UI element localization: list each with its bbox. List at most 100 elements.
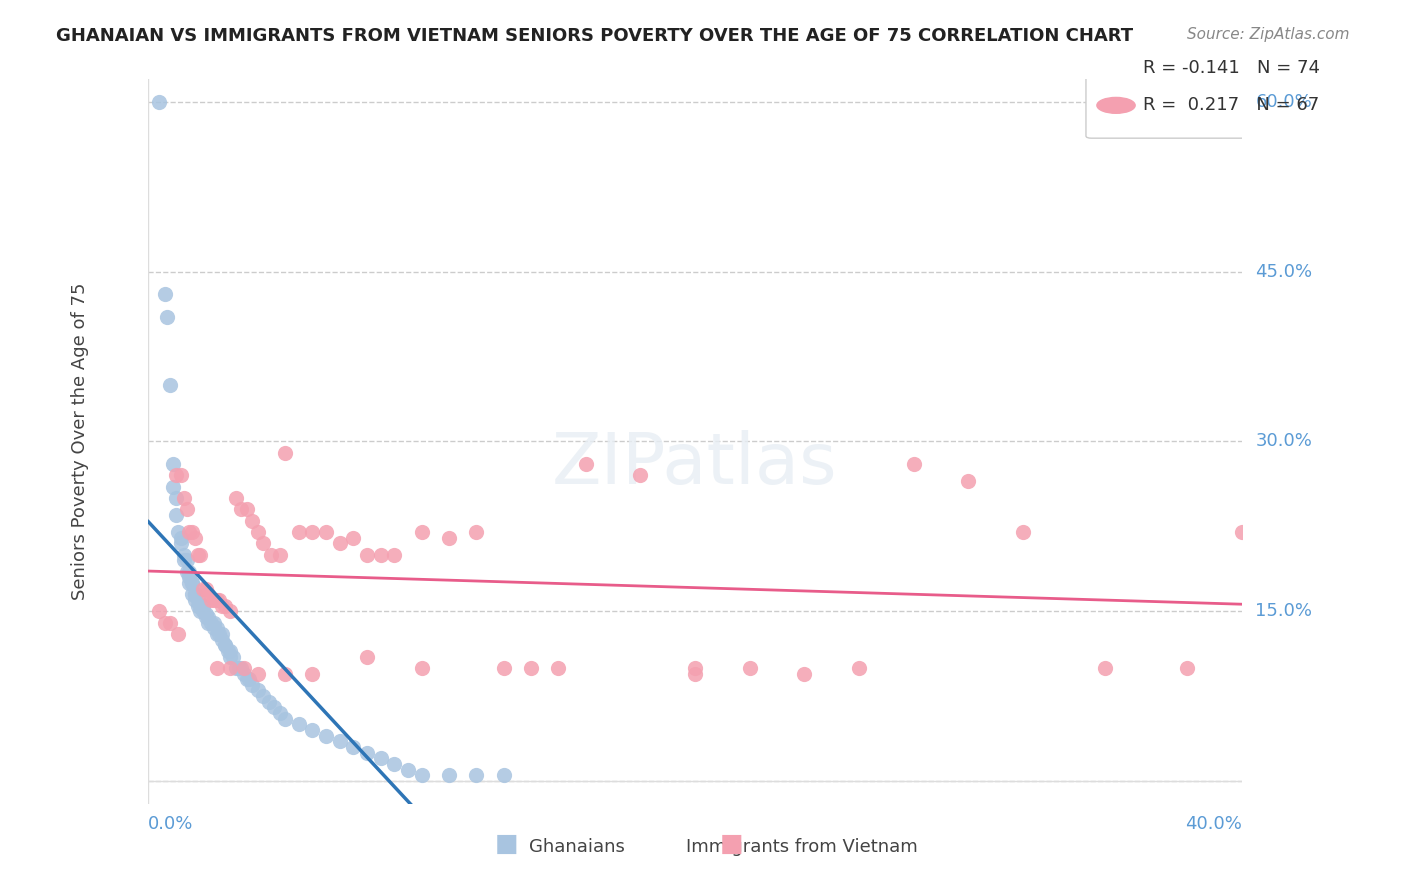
Point bbox=[287, 717, 309, 731]
Circle shape bbox=[1097, 97, 1135, 113]
Point bbox=[211, 599, 233, 613]
Point bbox=[356, 746, 378, 760]
Text: 15.0%: 15.0% bbox=[1256, 602, 1312, 620]
Text: Source: ZipAtlas.com: Source: ZipAtlas.com bbox=[1187, 27, 1350, 42]
Point bbox=[301, 524, 323, 539]
Text: ZIPatlas: ZIPatlas bbox=[553, 430, 838, 499]
Point bbox=[233, 661, 256, 675]
Point bbox=[202, 593, 225, 607]
Point bbox=[492, 661, 515, 675]
Point bbox=[205, 627, 228, 641]
Point bbox=[252, 689, 274, 703]
Point bbox=[176, 553, 198, 567]
Text: ■: ■ bbox=[495, 832, 517, 856]
Point bbox=[547, 661, 569, 675]
Point bbox=[356, 649, 378, 664]
Point bbox=[465, 524, 488, 539]
Point bbox=[329, 536, 352, 550]
Point bbox=[200, 593, 222, 607]
Point bbox=[356, 548, 378, 562]
Point bbox=[165, 491, 187, 505]
Point bbox=[269, 548, 291, 562]
Point bbox=[382, 757, 405, 772]
Point bbox=[235, 502, 257, 516]
Point bbox=[1094, 661, 1116, 675]
Point bbox=[184, 587, 207, 601]
Point bbox=[176, 502, 198, 516]
Point bbox=[260, 548, 283, 562]
Point bbox=[187, 593, 209, 607]
Point bbox=[173, 548, 195, 562]
Text: 0.0%: 0.0% bbox=[149, 815, 194, 833]
Point bbox=[957, 474, 980, 488]
Point bbox=[219, 649, 242, 664]
Point bbox=[342, 740, 364, 755]
Point bbox=[520, 661, 543, 675]
Point bbox=[170, 531, 193, 545]
Point bbox=[411, 768, 433, 782]
Point bbox=[222, 649, 245, 664]
Point bbox=[231, 661, 253, 675]
Point bbox=[240, 514, 263, 528]
Text: 45.0%: 45.0% bbox=[1256, 263, 1313, 281]
Point bbox=[342, 531, 364, 545]
Point bbox=[228, 661, 250, 675]
Point bbox=[246, 524, 269, 539]
Point bbox=[437, 768, 460, 782]
Point bbox=[194, 610, 217, 624]
Text: R = -0.141   N = 74: R = -0.141 N = 74 bbox=[1143, 59, 1320, 77]
Point bbox=[167, 524, 190, 539]
Point bbox=[211, 627, 233, 641]
Point bbox=[165, 468, 187, 483]
Point bbox=[411, 661, 433, 675]
Point bbox=[159, 615, 181, 630]
Point bbox=[628, 468, 651, 483]
Point bbox=[205, 661, 228, 675]
Point bbox=[738, 661, 761, 675]
Point bbox=[181, 587, 204, 601]
Point bbox=[315, 524, 337, 539]
Point bbox=[191, 582, 214, 596]
Point bbox=[202, 621, 225, 635]
Point bbox=[176, 565, 198, 579]
Point bbox=[153, 615, 176, 630]
Point bbox=[184, 531, 207, 545]
Point bbox=[184, 587, 207, 601]
Point bbox=[263, 700, 285, 714]
Point bbox=[167, 627, 190, 641]
Point bbox=[231, 502, 253, 516]
Point bbox=[225, 661, 247, 675]
Point bbox=[492, 768, 515, 782]
Point bbox=[159, 378, 181, 392]
Text: ■: ■ bbox=[720, 832, 742, 856]
Point bbox=[848, 661, 870, 675]
Point bbox=[156, 310, 179, 324]
Point bbox=[329, 734, 352, 748]
Point bbox=[188, 548, 211, 562]
Circle shape bbox=[1097, 60, 1135, 76]
Point bbox=[219, 661, 242, 675]
Point bbox=[148, 95, 170, 109]
Point bbox=[246, 666, 269, 681]
Point bbox=[205, 621, 228, 635]
Point bbox=[211, 632, 233, 647]
Point bbox=[1230, 524, 1253, 539]
Point bbox=[903, 457, 925, 471]
Point bbox=[173, 491, 195, 505]
Point bbox=[238, 672, 260, 686]
Point bbox=[240, 678, 263, 692]
Point bbox=[184, 593, 207, 607]
Point bbox=[269, 706, 291, 720]
Point bbox=[370, 548, 392, 562]
Point bbox=[252, 536, 274, 550]
Point bbox=[246, 683, 269, 698]
Point bbox=[575, 457, 598, 471]
Point bbox=[214, 599, 236, 613]
Point bbox=[287, 524, 309, 539]
Point bbox=[170, 536, 193, 550]
Point bbox=[187, 599, 209, 613]
Point bbox=[1175, 661, 1198, 675]
Point bbox=[793, 666, 815, 681]
Point bbox=[214, 638, 236, 652]
Point bbox=[257, 695, 280, 709]
